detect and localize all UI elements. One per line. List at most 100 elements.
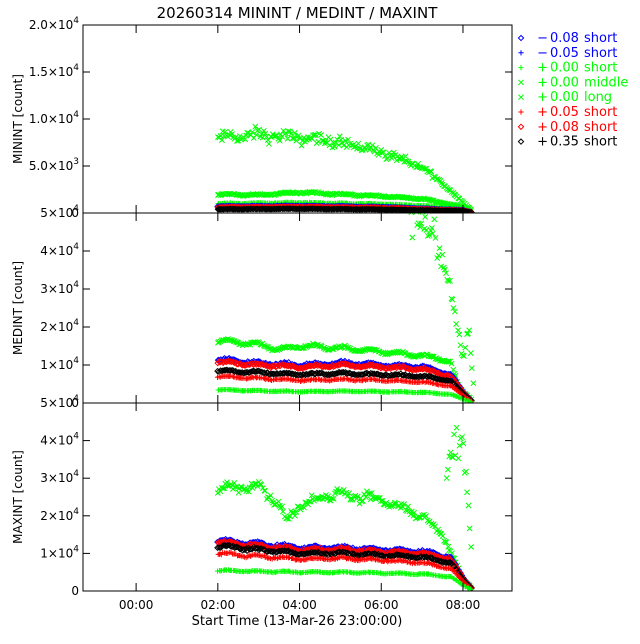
- legend-entry: +0.35 short: [517, 135, 617, 150]
- legend-sign: −: [537, 46, 548, 61]
- data-point: [455, 455, 462, 462]
- y-tick-label: 1×104: [40, 356, 79, 372]
- data-point: [262, 548, 270, 556]
- data-point: [431, 216, 438, 223]
- data-point: [338, 360, 345, 367]
- data-point: [291, 549, 299, 557]
- data-point: [428, 197, 435, 204]
- legend-sign: +: [537, 105, 548, 120]
- data-point: [465, 502, 472, 509]
- y-tick-label: 0: [71, 396, 79, 410]
- data-point: [331, 143, 338, 150]
- data-point: [379, 497, 386, 504]
- legend-sign: +: [537, 75, 548, 90]
- data-point: [229, 131, 235, 138]
- x-tick-label: 02:00: [201, 598, 236, 612]
- data-point: [291, 512, 298, 519]
- data-point: [218, 543, 226, 550]
- data-point: [335, 142, 342, 149]
- data-point: [456, 331, 463, 338]
- legend-entry: +0.05 short: [518, 105, 617, 120]
- data-point: [328, 205, 336, 213]
- data-point: [324, 346, 331, 353]
- data-point: [446, 277, 453, 284]
- data-point: [349, 496, 356, 503]
- legend-label: short: [584, 105, 617, 120]
- data-point: [274, 370, 282, 378]
- data-point: [306, 342, 313, 349]
- data-point: [439, 533, 446, 539]
- y-axis-label: MININT [count]: [11, 74, 25, 164]
- data-point: [255, 360, 262, 368]
- panel-data-points: [214, 123, 475, 213]
- data-point: [280, 508, 286, 515]
- legend-label: middle: [584, 75, 628, 90]
- data-point: [421, 553, 429, 561]
- y-tick-label: 3×104: [40, 469, 79, 485]
- data-point: [330, 495, 337, 502]
- y-tick-label: 1×104: [40, 544, 79, 560]
- series--0-08-short: [214, 357, 475, 403]
- data-point: [468, 586, 474, 591]
- data-point: [439, 251, 446, 258]
- data-point: [267, 492, 274, 499]
- data-point: [224, 205, 232, 213]
- data-point: [242, 136, 249, 143]
- series--0-05-short: [215, 549, 474, 591]
- data-point: [393, 377, 400, 383]
- data-point: [448, 360, 455, 367]
- data-point: [460, 440, 467, 447]
- data-point: [322, 547, 330, 554]
- data-point: [423, 513, 430, 520]
- data-point: [405, 503, 412, 510]
- legend-entry: −0.05 short: [518, 46, 617, 61]
- data-point: [470, 380, 477, 387]
- data-point: [378, 364, 386, 371]
- y-tick-label: 5×104: [40, 394, 79, 410]
- legend-entry: +0.00 long: [518, 90, 612, 105]
- data-point: [265, 140, 272, 147]
- data-point: [436, 245, 443, 252]
- data-point: [451, 431, 457, 438]
- legend-value: 0.35: [550, 135, 579, 150]
- legend-sign: −: [537, 31, 548, 46]
- data-point: [301, 378, 307, 384]
- data-point: [350, 206, 358, 213]
- y-tick-label: 0: [71, 206, 79, 220]
- y-tick-label: 2×104: [40, 318, 79, 334]
- data-point: [268, 205, 275, 213]
- data-point: [466, 525, 473, 532]
- data-point: [369, 142, 376, 149]
- data-point: [460, 353, 467, 359]
- legend-value: 0.08: [550, 120, 579, 135]
- data-point: [289, 135, 296, 142]
- data-point: [428, 224, 435, 231]
- data-point: [266, 345, 272, 352]
- legend-symbol: [518, 79, 524, 86]
- data-point: [464, 489, 471, 496]
- legend-entry: +0.00 middle: [518, 75, 628, 90]
- data-point: [345, 205, 353, 213]
- data-point: [401, 501, 407, 508]
- legend-symbol: [517, 138, 525, 145]
- legend-sign: +: [537, 90, 548, 105]
- data-point: [373, 370, 381, 378]
- data-point: [363, 205, 370, 213]
- data-point: [450, 366, 457, 373]
- data-point: [236, 542, 244, 549]
- data-point: [359, 498, 366, 504]
- data-point: [262, 487, 269, 494]
- data-point: [424, 232, 431, 239]
- data-point: [372, 376, 378, 382]
- data-point: [436, 356, 443, 363]
- data-point: [345, 136, 351, 143]
- data-point: [312, 131, 319, 138]
- data-point: [243, 545, 250, 552]
- data-point: [417, 224, 424, 231]
- data-point: [456, 574, 463, 581]
- x-tick-label: 08:00: [446, 598, 481, 612]
- panel-medint: 0 1×104 2×104 3×104 4×104 5×104 MEDINT [count]: [11, 204, 513, 410]
- data-point: [321, 140, 328, 147]
- data-point: [233, 543, 241, 551]
- data-point: [415, 220, 422, 227]
